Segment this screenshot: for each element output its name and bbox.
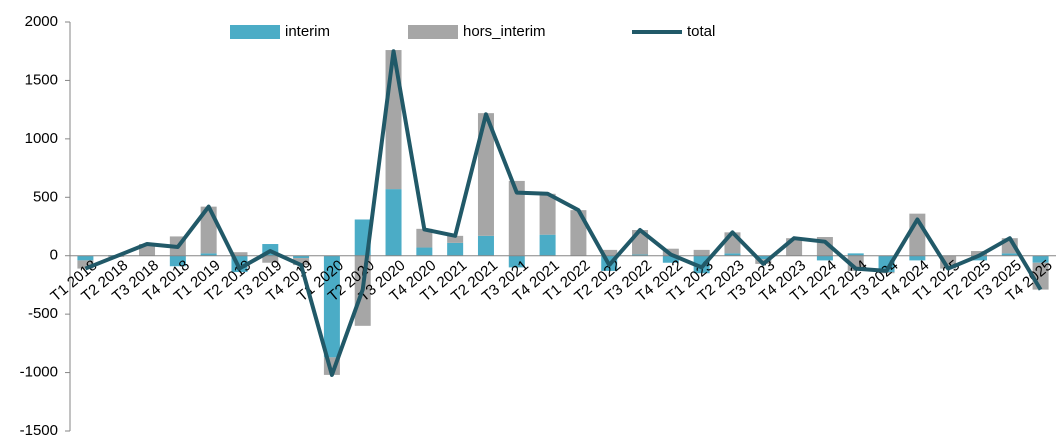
- bar-interim: [477, 235, 494, 256]
- bar-interim: [77, 255, 94, 261]
- y-tick-label: -1500: [20, 422, 58, 436]
- bar-interim: [816, 255, 833, 261]
- legend-label: total: [687, 23, 715, 40]
- bar-hors-interim: [77, 260, 94, 269]
- bar-interim: [323, 255, 340, 358]
- bar-interim: [970, 255, 987, 261]
- y-tick-label: 1500: [25, 71, 58, 88]
- y-tick-label: 0: [50, 247, 58, 264]
- bar-interim: [508, 255, 525, 268]
- bar-interim: [847, 253, 864, 256]
- bar-interim: [447, 242, 464, 256]
- bar-hors-interim: [570, 210, 587, 256]
- y-tick-label: -1000: [20, 364, 58, 381]
- bar-hors-interim: [385, 50, 402, 190]
- legend-swatch: [408, 25, 458, 39]
- bar-interim: [416, 247, 433, 256]
- bar-interim: [662, 255, 679, 263]
- y-tick-label: 2000: [25, 13, 58, 30]
- bar-hors-interim: [447, 235, 464, 243]
- bar-hors-interim: [139, 244, 156, 256]
- bar-interim: [293, 255, 310, 259]
- bar-interim: [909, 255, 926, 261]
- bar-hors-interim: [601, 249, 618, 256]
- bar-interim: [632, 254, 649, 256]
- bar-hors-interim: [539, 193, 556, 235]
- y-tick-label: 500: [33, 188, 58, 205]
- y-tick-label: 1000: [25, 130, 58, 147]
- legend-label: interim: [285, 23, 330, 40]
- bar-interim: [1032, 255, 1049, 263]
- legend-label: hors_interim: [463, 23, 546, 40]
- bar-interim: [724, 253, 741, 256]
- bar-hors-interim: [970, 251, 987, 256]
- bar-hors-interim: [693, 249, 710, 256]
- bar-hors-interim: [416, 228, 433, 248]
- y-tick-label: -500: [28, 305, 58, 322]
- line-total: [84, 49, 1043, 377]
- legend-swatch: [230, 25, 280, 39]
- bar-hors-interim: [262, 255, 279, 263]
- bar-interim: [1001, 253, 1018, 256]
- bar-interim: [539, 234, 556, 256]
- bar-hors-interim: [231, 252, 248, 256]
- bar-interim: [169, 255, 186, 267]
- bar-interim: [755, 255, 772, 260]
- bar-hors-interim: [293, 258, 310, 266]
- bar-hors-interim: [508, 180, 525, 256]
- bar-interim: [385, 189, 402, 256]
- bar-hors-interim: [477, 113, 494, 236]
- bar-interim: [200, 253, 217, 256]
